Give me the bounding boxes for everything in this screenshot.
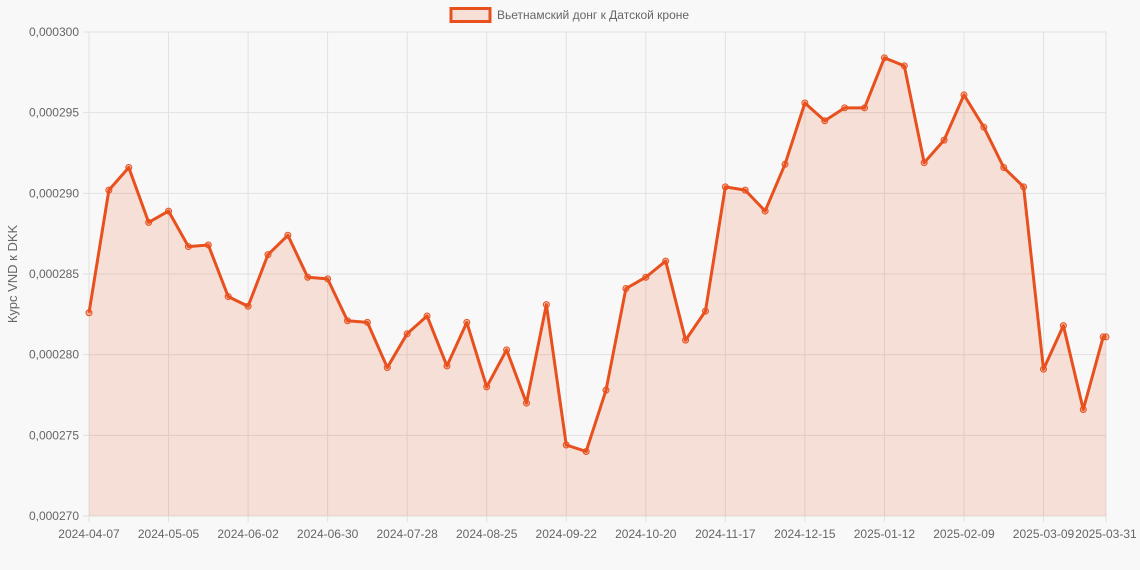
data-points: [85, 54, 1110, 455]
x-tick-label: 2024-07-28: [376, 527, 438, 541]
x-tick-label: 2024-12-15: [774, 527, 836, 541]
data-point[interactable]: [443, 362, 451, 370]
x-tick-label: 2024-09-22: [536, 527, 598, 541]
series-line: [87, 56, 1106, 453]
data-point[interactable]: [920, 159, 928, 167]
data-point[interactable]: [980, 123, 988, 131]
data-point[interactable]: [861, 104, 869, 112]
x-tick-label: 2025-02-09: [933, 527, 995, 541]
data-point[interactable]: [1059, 322, 1067, 330]
series-line-layer: [87, 56, 1106, 453]
data-point[interactable]: [801, 99, 809, 107]
data-point[interactable]: [383, 364, 391, 372]
data-point[interactable]: [324, 275, 332, 283]
series-area: [89, 57, 1106, 517]
data-point[interactable]: [363, 318, 371, 326]
data-point[interactable]: [682, 336, 690, 344]
data-point[interactable]: [662, 257, 670, 265]
x-tick-label: 2025-01-12: [854, 527, 916, 541]
data-point[interactable]: [145, 218, 153, 226]
data-point[interactable]: [940, 136, 948, 144]
x-tick-label: 2024-10-20: [615, 527, 677, 541]
data-point[interactable]: [721, 183, 729, 191]
x-tick-label: 2025-03-09: [1013, 527, 1075, 541]
data-point[interactable]: [244, 302, 252, 310]
data-point[interactable]: [1000, 164, 1008, 172]
data-point[interactable]: [423, 312, 431, 320]
data-point[interactable]: [761, 207, 769, 215]
y-tick-label: 0,000290: [29, 186, 79, 200]
data-point[interactable]: [483, 383, 491, 391]
data-point[interactable]: [602, 386, 610, 394]
data-point[interactable]: [582, 447, 590, 455]
x-tick-label: 2024-06-30: [297, 527, 359, 541]
data-point[interactable]: [165, 207, 173, 215]
data-point[interactable]: [781, 160, 789, 168]
legend-label: Вьетнамский донг к Датской кроне: [497, 8, 689, 22]
data-point[interactable]: [284, 231, 292, 239]
data-point[interactable]: [880, 54, 888, 62]
data-point[interactable]: [184, 243, 192, 251]
data-point[interactable]: [522, 399, 530, 407]
data-point[interactable]: [105, 186, 113, 194]
data-point[interactable]: [224, 293, 232, 301]
y-axis-title: Курс VND к DKK: [5, 224, 20, 323]
x-tick-label: 2024-11-17: [695, 527, 756, 541]
y-tick-label: 0,000280: [29, 348, 79, 362]
y-tick-label: 0,000270: [29, 509, 79, 523]
data-point[interactable]: [403, 330, 411, 338]
data-point[interactable]: [463, 318, 471, 326]
data-point[interactable]: [204, 241, 212, 249]
legend[interactable]: Вьетнамский донг к Датской кроне: [449, 7, 689, 23]
data-point[interactable]: [900, 62, 908, 70]
x-axis-ticks: 2024-04-07 2024-05-05 2024-06-02 2024-06-30…: [58, 527, 1137, 541]
y-axis-ticks: 0,000270 0,000275 0,000280 0,000285 0,000290…: [29, 25, 79, 523]
data-point[interactable]: [642, 273, 650, 281]
x-tick-label: 2025-03-31: [1075, 527, 1137, 541]
y-tick-label: 0,000275: [29, 428, 79, 442]
x-tick-label: 2024-05-05: [138, 527, 200, 541]
y-tick-label: 0,000295: [29, 106, 79, 120]
data-point[interactable]: [821, 117, 829, 125]
y-tick-label: 0,000285: [29, 267, 79, 281]
data-point[interactable]: [125, 164, 133, 172]
data-point[interactable]: [841, 104, 849, 112]
data-point[interactable]: [1040, 365, 1048, 373]
data-point[interactable]: [344, 317, 352, 325]
data-point[interactable]: [1079, 406, 1087, 414]
data-point[interactable]: [701, 307, 709, 315]
data-point[interactable]: [503, 346, 511, 354]
data-point[interactable]: [1020, 183, 1028, 191]
data-point[interactable]: [741, 186, 749, 194]
data-point[interactable]: [542, 301, 550, 309]
data-point[interactable]: [1102, 333, 1110, 341]
data-point[interactable]: [304, 273, 312, 281]
data-point[interactable]: [264, 251, 272, 259]
legend-swatch: [449, 7, 492, 23]
data-point[interactable]: [562, 441, 570, 449]
x-tick-label: 2024-04-07: [58, 527, 120, 541]
data-point[interactable]: [960, 91, 968, 99]
data-point[interactable]: [622, 285, 630, 293]
data-point[interactable]: [85, 309, 93, 317]
y-tick-label: 0,000300: [29, 25, 79, 39]
x-tick-label: 2024-06-02: [217, 527, 279, 541]
x-tick-label: 2024-08-25: [456, 527, 518, 541]
area-fill-layer: [89, 57, 1106, 517]
